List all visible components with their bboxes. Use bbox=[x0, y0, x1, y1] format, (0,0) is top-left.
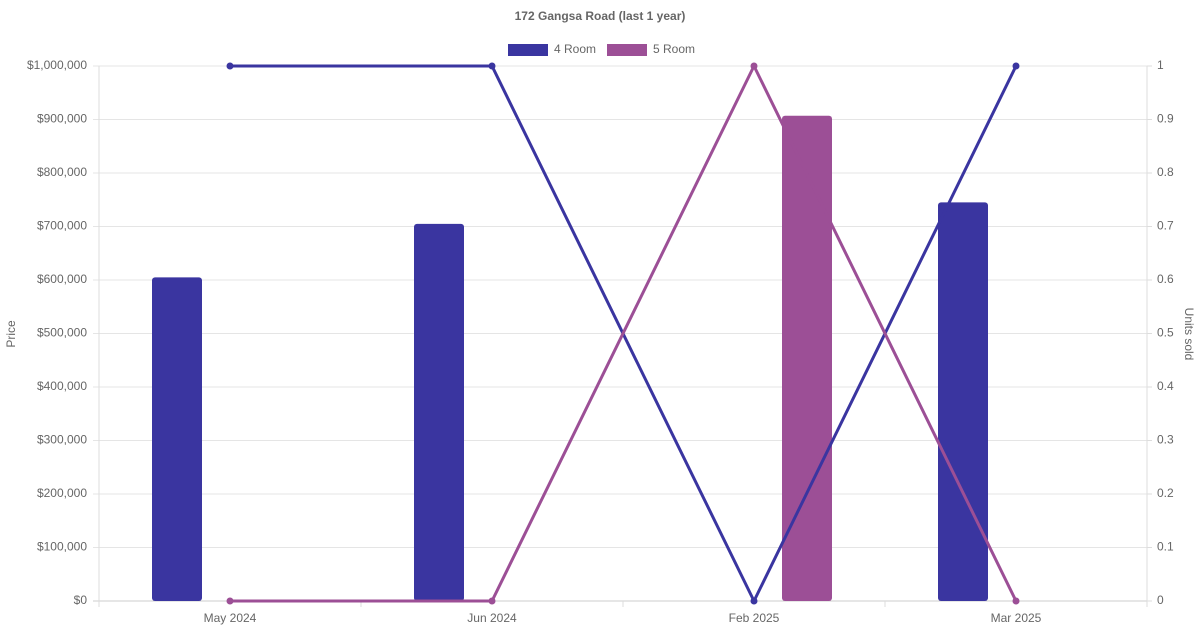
y-tick-label: $800,000 bbox=[37, 165, 87, 179]
units-point bbox=[750, 597, 758, 605]
y-tick-label: $600,000 bbox=[37, 272, 87, 286]
legend-label: 4 Room bbox=[554, 42, 596, 56]
y2-tick-label: 0.3 bbox=[1157, 433, 1174, 447]
y2-tick-label: 0.5 bbox=[1157, 326, 1174, 340]
bar bbox=[414, 223, 464, 601]
y2-tick-label: 0.1 bbox=[1157, 540, 1174, 554]
units-point bbox=[488, 62, 496, 70]
x-tick-label: May 2024 bbox=[204, 611, 257, 625]
units-point bbox=[488, 597, 496, 605]
y2-tick-label: 0.9 bbox=[1157, 112, 1174, 126]
y2-tick-label: 0 bbox=[1157, 593, 1164, 607]
y-tick-label: $400,000 bbox=[37, 379, 87, 393]
y-tick-label: $900,000 bbox=[37, 112, 87, 126]
y2-tick-label: 1 bbox=[1157, 58, 1164, 72]
units-point bbox=[1012, 597, 1020, 605]
chart-title: 172 Gangsa Road (last 1 year) bbox=[515, 9, 686, 23]
y2-tick-label: 0.4 bbox=[1157, 379, 1174, 393]
units-line bbox=[230, 62, 1018, 603]
y-tick-label: $500,000 bbox=[37, 326, 87, 340]
x-tick-label: Jun 2024 bbox=[467, 611, 517, 625]
units-point bbox=[1012, 62, 1020, 70]
bar bbox=[938, 202, 988, 602]
y-tick-label: $300,000 bbox=[37, 433, 87, 447]
units-point bbox=[226, 62, 234, 70]
x-tick-label: Mar 2025 bbox=[991, 611, 1042, 625]
legend-swatch bbox=[508, 44, 548, 56]
y-tick-label: $200,000 bbox=[37, 486, 87, 500]
x-tick-label: Feb 2025 bbox=[729, 611, 780, 625]
y2-tick-label: 0.2 bbox=[1157, 486, 1174, 500]
units-point bbox=[226, 597, 234, 605]
bar bbox=[782, 115, 832, 601]
units-point bbox=[750, 62, 758, 70]
y-tick-label: $1,000,000 bbox=[27, 58, 87, 72]
y2-tick-label: 0.7 bbox=[1157, 219, 1174, 233]
y2-tick-label: 0.6 bbox=[1157, 272, 1174, 286]
y-tick-label: $100,000 bbox=[37, 540, 87, 554]
y-axis-title: Price bbox=[4, 320, 18, 348]
legend-label: 5 Room bbox=[653, 42, 695, 56]
y2-tick-label: 0.8 bbox=[1157, 165, 1174, 179]
y2-axis-title: Units sold bbox=[1182, 308, 1196, 361]
bar bbox=[152, 277, 202, 601]
legend-swatch bbox=[607, 44, 647, 56]
y-tick-label: $0 bbox=[74, 593, 88, 607]
y-tick-label: $700,000 bbox=[37, 219, 87, 233]
